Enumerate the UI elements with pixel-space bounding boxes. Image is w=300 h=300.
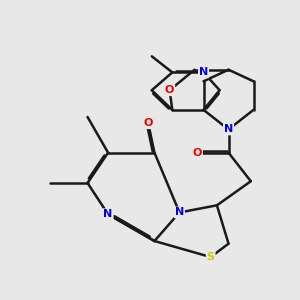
Text: O: O: [193, 148, 202, 158]
Text: N: N: [199, 68, 208, 77]
Text: N: N: [175, 208, 184, 218]
Text: S: S: [207, 252, 215, 262]
Text: O: O: [165, 85, 174, 95]
Text: N: N: [224, 124, 233, 134]
Text: O: O: [143, 118, 153, 128]
Text: N: N: [103, 209, 113, 219]
